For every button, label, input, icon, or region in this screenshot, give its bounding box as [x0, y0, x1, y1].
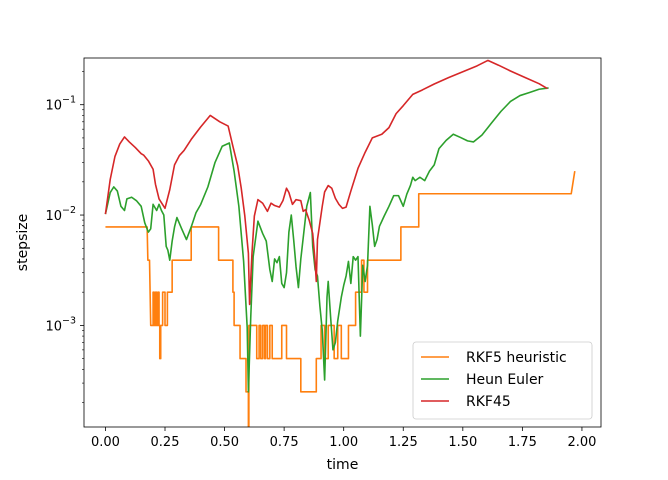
series-layer	[104, 59, 576, 427]
y-axis: 10−3 10−2 10−1	[45, 71, 84, 403]
x-tick-label: 0.25	[151, 435, 180, 450]
y-tick-label: 10−2	[45, 205, 76, 224]
legend: RKF5 heuristic Heun Euler RKF45	[412, 341, 593, 420]
legend-box	[412, 341, 593, 420]
x-tick-label: 1.25	[389, 435, 418, 450]
series-line-0	[105, 171, 576, 427]
y-tick-label: 10−1	[45, 95, 76, 114]
x-tick-label: 1.00	[329, 435, 358, 450]
x-tick-label: 1.75	[508, 435, 537, 450]
series-line-2	[104, 59, 548, 306]
x-tick-label: 0.50	[210, 435, 239, 450]
legend-label-1: Heun Euler	[466, 372, 544, 388]
legend-label-0: RKF5 heuristic	[466, 350, 567, 366]
y-axis-label: stepsize	[15, 214, 31, 271]
x-axis-label: time	[327, 457, 359, 473]
x-axis: 0.00 0.25 0.50 0.75 1.00 1.25 1.50 1.75 2.00	[91, 427, 596, 450]
y-tick-label: 10−3	[45, 315, 76, 334]
x-tick-label: 0.75	[270, 435, 299, 450]
x-tick-label: 2.00	[567, 435, 596, 450]
x-tick-label: 1.50	[448, 435, 477, 450]
x-tick-label: 0.00	[91, 435, 120, 450]
plot-frame	[83, 57, 602, 428]
series-line-1	[104, 87, 549, 393]
legend-label-2: RKF45	[466, 394, 511, 410]
